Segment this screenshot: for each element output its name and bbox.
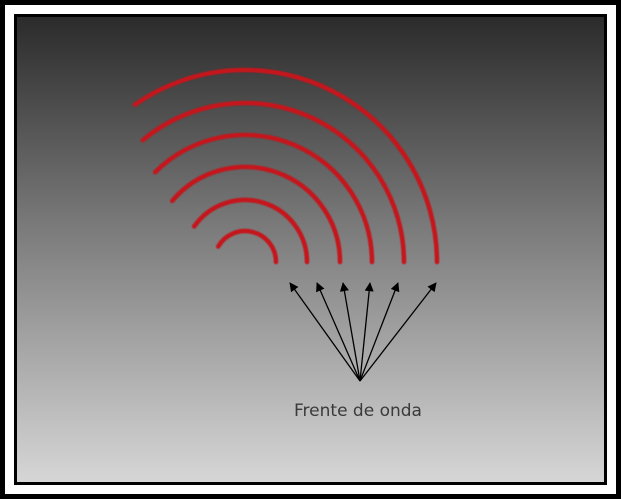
wave-arc <box>191 197 310 265</box>
arrow <box>316 282 361 382</box>
wave-arc <box>140 100 407 265</box>
wave-arc <box>215 228 279 265</box>
label: Frente de onda <box>294 401 422 421</box>
arrow <box>359 282 400 382</box>
arrows <box>289 282 437 382</box>
wave-arc <box>169 164 343 265</box>
arrow <box>289 282 361 382</box>
wave-arc <box>152 132 375 265</box>
arrow <box>339 282 361 382</box>
background <box>17 17 604 482</box>
wave-arc <box>132 67 440 265</box>
arrow <box>359 282 437 382</box>
wave-arcs <box>132 67 440 265</box>
arrow <box>359 282 374 382</box>
